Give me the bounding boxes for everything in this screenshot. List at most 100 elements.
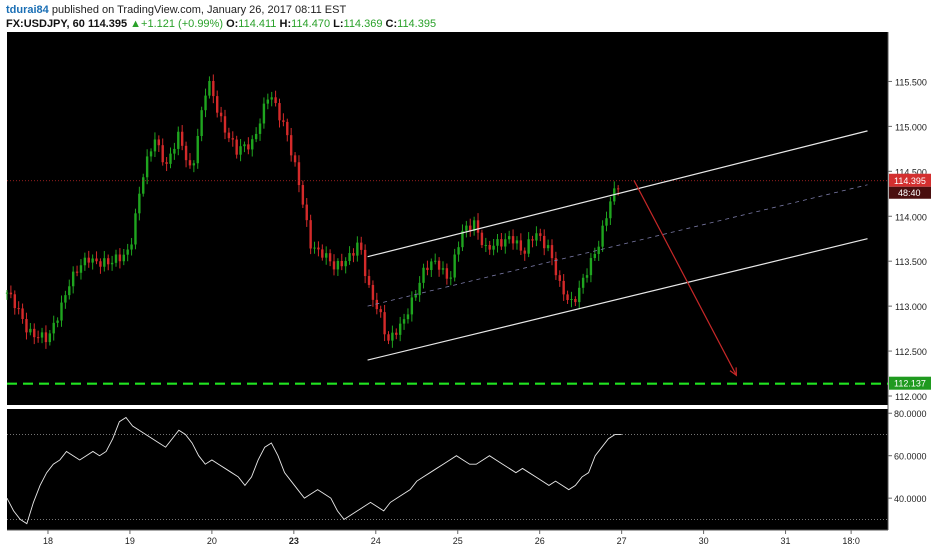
candle-body <box>293 155 297 163</box>
candle-body <box>531 239 534 241</box>
candle-body <box>558 275 561 281</box>
candle-body <box>9 292 13 295</box>
candle-body <box>305 204 308 221</box>
candle-body <box>286 121 289 136</box>
candle-body <box>64 295 67 303</box>
close-label: C: <box>385 18 398 30</box>
candle-body <box>379 309 382 313</box>
candle-body <box>208 80 211 96</box>
candle-body <box>118 254 122 262</box>
candle-body <box>161 145 164 163</box>
candle-body <box>29 328 32 333</box>
candle-body <box>192 163 196 166</box>
candle-body <box>554 258 558 276</box>
candle-body <box>383 312 386 335</box>
candle-body <box>110 262 114 265</box>
channel-lower-line <box>367 238 868 361</box>
candle-body <box>196 135 199 164</box>
candle-body <box>243 144 246 147</box>
countdown-tag <box>889 186 931 199</box>
candle-body <box>75 271 79 273</box>
candle-body <box>99 261 102 267</box>
channel-mid-line <box>367 184 868 307</box>
candle-body <box>130 244 133 250</box>
candle-body <box>33 328 36 338</box>
symbol-label[interactable]: FX:USDJPY, 60 <box>6 18 85 30</box>
candle-body <box>356 242 359 256</box>
candle-body <box>434 260 437 262</box>
candle-body <box>476 220 480 233</box>
candle-body <box>340 260 343 267</box>
high-value: 114.470 <box>291 18 331 30</box>
candle-body <box>609 201 612 219</box>
candle-body <box>363 249 367 277</box>
candle-body <box>157 139 161 146</box>
candle-body <box>535 233 538 241</box>
candle-body <box>204 95 207 111</box>
candle-body <box>247 144 250 150</box>
candle-body <box>593 253 597 259</box>
candle-body <box>453 254 456 278</box>
price-chart[interactable]: 115.500 115.000 114.500 114.000 113.500 113.0… <box>0 32 932 550</box>
open-label: O: <box>226 18 239 30</box>
candle-body <box>562 280 565 295</box>
candle-body <box>496 239 499 246</box>
candle-body <box>597 246 600 254</box>
candle-body <box>601 225 604 247</box>
candle-body <box>48 333 52 343</box>
candle-body <box>153 139 157 152</box>
low-value: 114.369 <box>343 18 383 30</box>
oscillator-pane <box>7 409 888 530</box>
oscillator-tick-label: 40.0000 <box>894 494 927 504</box>
candle-body <box>605 218 608 226</box>
candle-body <box>25 318 28 333</box>
support-label: 112.137 <box>894 379 926 389</box>
candle-body <box>107 258 110 265</box>
candle-body <box>543 235 546 249</box>
candle-body <box>91 258 94 263</box>
candle-body <box>126 249 129 255</box>
candle-body <box>223 116 227 133</box>
candle-body <box>589 258 593 276</box>
candle-body <box>437 260 441 270</box>
author-link[interactable]: tdurai84 <box>6 4 49 16</box>
candle-body <box>297 162 301 186</box>
candle-body <box>465 225 468 231</box>
time-tick-label: 20 <box>207 536 217 546</box>
candle-body <box>332 261 336 270</box>
candle-body <box>550 245 554 259</box>
price-tick-label: 113.500 <box>895 257 927 267</box>
candle-body <box>574 299 577 303</box>
candle-body <box>418 282 421 296</box>
time-tick-label: 25 <box>453 536 463 546</box>
current-price-label: 114.395 <box>894 176 926 186</box>
candle-body <box>44 332 48 343</box>
open-value: 114.411 <box>238 18 277 30</box>
candle-body <box>235 139 238 155</box>
candle-body <box>585 275 589 278</box>
candle-body <box>301 185 305 205</box>
candle-body <box>328 253 332 262</box>
candle-body <box>266 99 270 104</box>
candle-body <box>289 135 293 156</box>
candle-body <box>449 277 452 279</box>
candle-body <box>169 153 172 164</box>
candle-body <box>430 261 433 271</box>
candle-body <box>480 232 484 246</box>
candle-body <box>325 253 328 258</box>
candle-body <box>95 258 98 262</box>
candle-body <box>375 299 379 310</box>
change-value: +1.121 (+0.99%) <box>141 18 223 30</box>
chart-header: tdurai84 published on TradingView.com, J… <box>0 0 932 32</box>
candle-body <box>344 260 347 267</box>
candle-body <box>515 240 519 244</box>
candle-body <box>177 131 180 149</box>
candle-body <box>391 332 394 341</box>
price-tick-label: 115.500 <box>895 77 927 87</box>
candle-body <box>484 245 488 247</box>
candle-body <box>13 294 16 309</box>
candle-body <box>262 103 266 124</box>
candle-body <box>21 308 24 319</box>
candle-body <box>472 220 476 231</box>
candle-body <box>523 250 526 254</box>
